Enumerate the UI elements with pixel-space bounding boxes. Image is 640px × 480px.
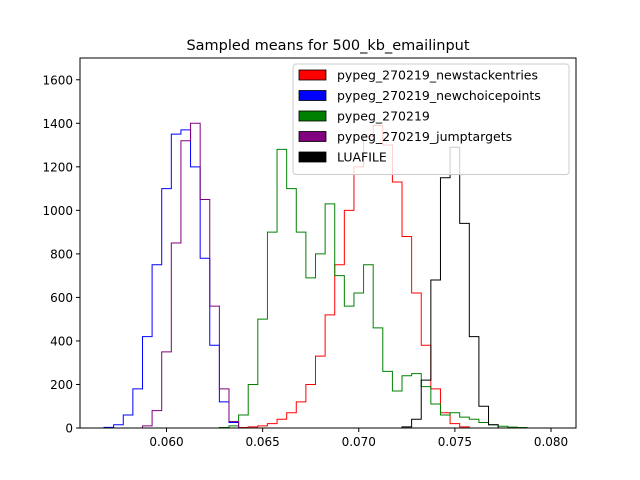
- y-tick-label: 1400: [42, 117, 73, 131]
- series-line-0: [228, 124, 479, 429]
- y-tick-label: 400: [50, 334, 73, 348]
- legend-swatch: [298, 69, 327, 81]
- y-tick-label: 1000: [42, 204, 73, 218]
- x-tick-label: 0.065: [245, 435, 279, 449]
- x-tick-label: 0.080: [534, 435, 568, 449]
- plot-frame: [79, 57, 577, 429]
- legend: pypeg_270219_newstackentries pypeg_270219…: [292, 63, 570, 175]
- x-tick-label: 0.070: [342, 435, 376, 449]
- legend-label: pypeg_270219_newstackentries: [337, 68, 538, 83]
- series-line-2: [209, 148, 537, 429]
- y-axis: 0 200 400 600 800 1000 1200 1400 1600: [42, 73, 80, 436]
- y-tick-label: 1600: [42, 73, 73, 87]
- series-layer: [94, 122, 537, 429]
- legend-label: LUAFILE: [337, 150, 387, 165]
- legend-swatch: [298, 131, 327, 142]
- legend-label: pypeg_270219_newchoicepoints: [337, 88, 541, 103]
- legend-swatch: [298, 90, 327, 101]
- y-tick-label: 600: [50, 291, 73, 305]
- legend-label: pypeg_270219_jumptargets: [337, 129, 512, 144]
- y-tick-label: 1200: [42, 160, 73, 174]
- legend-swatch: [298, 110, 327, 122]
- chart-title: Sampled means for 500_kb_emailinput: [186, 38, 469, 54]
- legend-label: pypeg_270219: [337, 109, 430, 124]
- legend-swatch: [298, 151, 327, 163]
- y-tick-label: 0: [65, 422, 73, 436]
- x-axis: 0.060 0.065 0.070 0.075 0.080: [149, 428, 568, 449]
- y-tick-label: 800: [50, 247, 73, 261]
- series-line-3: [132, 122, 249, 429]
- x-tick-label: 0.060: [149, 435, 183, 449]
- y-tick-label: 200: [50, 378, 73, 392]
- x-tick-label: 0.075: [438, 435, 472, 449]
- legend-box: [292, 63, 570, 175]
- series-line-1: [94, 129, 249, 429]
